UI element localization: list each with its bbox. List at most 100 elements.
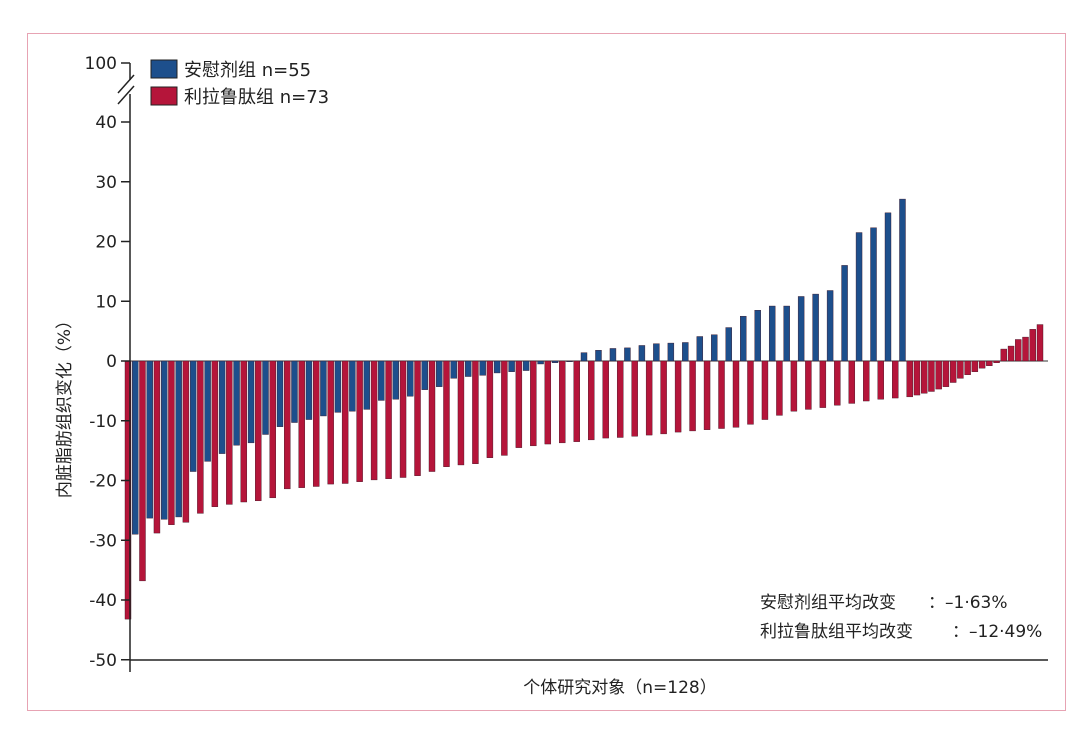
bar-placebo	[363, 360, 371, 410]
bar-liraglutide	[848, 360, 856, 404]
bar-liraglutide	[602, 360, 609, 439]
bar-liraglutide	[139, 360, 146, 582]
bar-liraglutide	[486, 360, 494, 458]
bar-placebo	[189, 360, 197, 472]
legend-label-liraglutide: 利拉鲁肽组 n=73	[184, 87, 329, 108]
legend-label-placebo: 安慰剂组 n=55	[184, 60, 311, 81]
bar-liraglutide	[588, 360, 595, 441]
bar-placebo	[768, 305, 776, 362]
bar-placebo	[349, 360, 356, 412]
bar-liraglutide	[834, 360, 841, 406]
annotation-label-liraglutide-mean: 利拉鲁肽组平均改变	[760, 622, 913, 642]
bar-placebo	[291, 360, 298, 423]
legend-swatch-placebo	[150, 59, 178, 79]
bar-liraglutide	[240, 360, 248, 503]
bar-liraglutide	[457, 360, 465, 466]
bar-liraglutide	[892, 360, 899, 399]
bar-liraglutide	[443, 360, 450, 467]
bar-liraglutide	[747, 360, 754, 425]
bar-liraglutide	[284, 360, 291, 490]
axis-break-slash-2	[117, 85, 135, 105]
axis-break-mark	[117, 74, 135, 105]
bar-placebo	[493, 360, 501, 374]
bar-liraglutide	[935, 360, 942, 390]
bar-liraglutide	[978, 360, 986, 369]
bar-placebo	[551, 360, 559, 363]
bar-liraglutide	[1029, 329, 1036, 362]
bar-placebo	[537, 360, 544, 365]
y-tick-label: 30	[95, 173, 117, 193]
bar-liraglutide	[906, 360, 913, 398]
y-tick-label: 40	[95, 113, 117, 133]
bar-liraglutide	[805, 360, 812, 410]
bar-liraglutide	[631, 360, 638, 437]
bars-layer	[124, 198, 1044, 620]
bar-liraglutide	[957, 360, 964, 379]
bar-placebo	[855, 232, 863, 362]
bar-placebo	[334, 360, 342, 413]
y-tick-label: 0	[106, 352, 117, 372]
y-tick-label: -20	[89, 472, 117, 492]
x-axis-label: 个体研究对象（n=128）	[523, 678, 716, 698]
bar-placebo	[884, 212, 892, 362]
bar-placebo	[450, 360, 457, 379]
bar-liraglutide	[255, 360, 262, 502]
bar-placebo	[479, 360, 486, 376]
bar-liraglutide	[660, 360, 667, 435]
bar-liraglutide	[703, 360, 711, 430]
bar-placebo	[812, 293, 819, 362]
bar-liraglutide	[312, 360, 320, 487]
bar-placebo	[204, 360, 211, 462]
bar-liraglutide	[718, 360, 725, 429]
bar-placebo	[320, 360, 327, 417]
bar-placebo	[508, 360, 515, 372]
bar-placebo	[653, 343, 660, 362]
bar-liraglutide	[370, 360, 378, 481]
bar-liraglutide	[942, 360, 950, 387]
bar-placebo	[566, 360, 573, 363]
bar-liraglutide	[689, 360, 696, 432]
bar-liraglutide	[168, 360, 175, 525]
bar-liraglutide	[501, 360, 508, 456]
bar-placebo	[262, 360, 269, 435]
bar-liraglutide	[1000, 348, 1008, 362]
bar-placebo	[175, 360, 182, 518]
bar-liraglutide	[573, 360, 580, 442]
bar-liraglutide	[327, 360, 334, 485]
bar-placebo	[624, 347, 631, 362]
annotation-value-liraglutide-mean: ：–12·49%	[952, 622, 1042, 642]
y-axis-label: 内脏脂肪组织变化（%）	[55, 312, 75, 498]
bar-liraglutide	[153, 360, 161, 534]
bar-liraglutide	[964, 360, 971, 375]
bar-liraglutide	[385, 360, 392, 479]
bar-liraglutide	[530, 360, 537, 447]
bar-placebo	[392, 360, 400, 400]
bar-placebo	[305, 360, 313, 420]
bar-placebo	[247, 360, 255, 444]
bar-placebo	[783, 305, 790, 362]
bar-liraglutide	[877, 360, 884, 400]
bar-liraglutide	[986, 360, 993, 366]
bar-liraglutide	[971, 360, 979, 372]
bar-placebo	[826, 290, 834, 362]
legend-swatch-liraglutide	[150, 86, 178, 106]
bar-liraglutide	[993, 360, 1000, 363]
bar-liraglutide	[732, 360, 740, 428]
bar-liraglutide	[863, 360, 870, 402]
bar-placebo	[146, 360, 153, 519]
bar-placebo	[436, 360, 443, 387]
bar-placebo	[754, 310, 761, 362]
y-tick-label: -30	[89, 531, 117, 551]
figure-frame	[27, 33, 1066, 711]
bar-placebo	[667, 342, 675, 362]
bar-liraglutide	[920, 360, 928, 394]
annotation-value-placebo-mean: ：–1·63%	[928, 593, 1008, 613]
bar-liraglutide	[674, 360, 682, 433]
y-tick-label: -50	[89, 651, 117, 671]
y-tick-label-break: 100	[85, 54, 117, 74]
bar-liraglutide	[790, 360, 798, 412]
bar-liraglutide	[819, 360, 827, 408]
bar-liraglutide	[428, 360, 436, 472]
y-tick-label: -40	[89, 591, 117, 611]
